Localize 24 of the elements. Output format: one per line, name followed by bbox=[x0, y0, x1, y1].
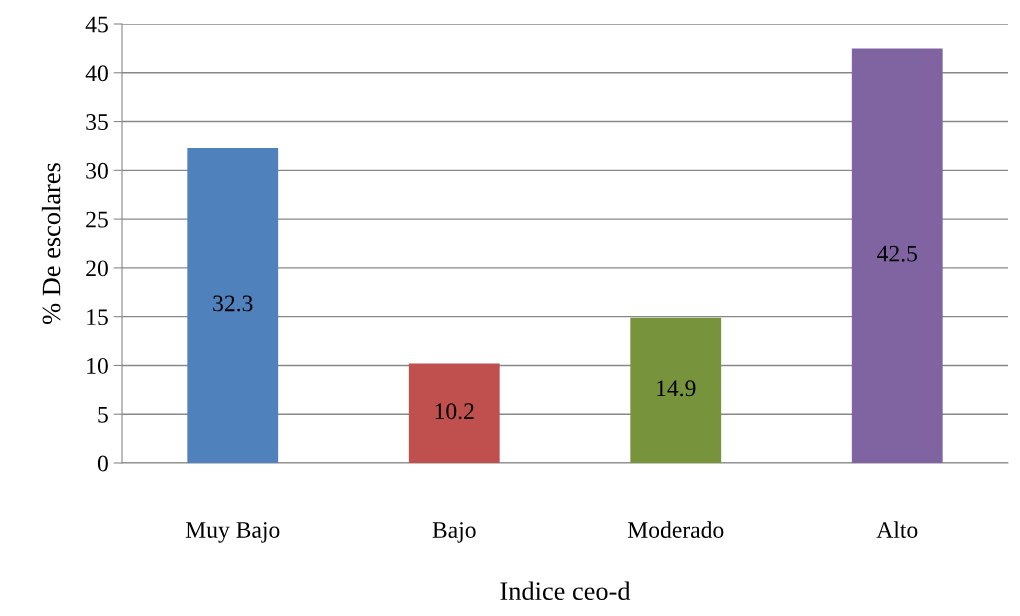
y-tick-label: 35 bbox=[86, 114, 108, 130]
y-tick-label: 15 bbox=[87, 309, 108, 326]
bar bbox=[630, 317, 722, 463]
x-tick-label: Moderado bbox=[627, 521, 724, 538]
x-tick-label: Alto bbox=[876, 521, 918, 538]
data-label: 10.2 bbox=[435, 403, 474, 420]
y-tick-label: 20 bbox=[86, 260, 108, 277]
y-tick-label: 0 bbox=[97, 455, 108, 472]
bar bbox=[408, 363, 500, 463]
x-axis-title: Indice ceo-d bbox=[500, 581, 631, 601]
y-tick-label: 30 bbox=[86, 162, 108, 179]
data-label: 14.9 bbox=[657, 380, 696, 397]
y-tick-label: 40 bbox=[85, 65, 108, 82]
y-tick-label: 45 bbox=[85, 16, 108, 33]
y-tick-label: 25 bbox=[86, 211, 108, 228]
data-label: 32.3 bbox=[213, 295, 253, 312]
bar bbox=[187, 147, 279, 463]
y-axis-title: % De escolares bbox=[41, 163, 61, 324]
x-tick-label: Bajo bbox=[432, 522, 476, 543]
y-tick-label: 5 bbox=[98, 406, 108, 423]
data-label: 42.5 bbox=[877, 245, 917, 262]
y-tick-label: 10 bbox=[87, 357, 108, 374]
bar bbox=[851, 48, 943, 463]
x-tick-label: Muy Bajo bbox=[185, 522, 280, 543]
